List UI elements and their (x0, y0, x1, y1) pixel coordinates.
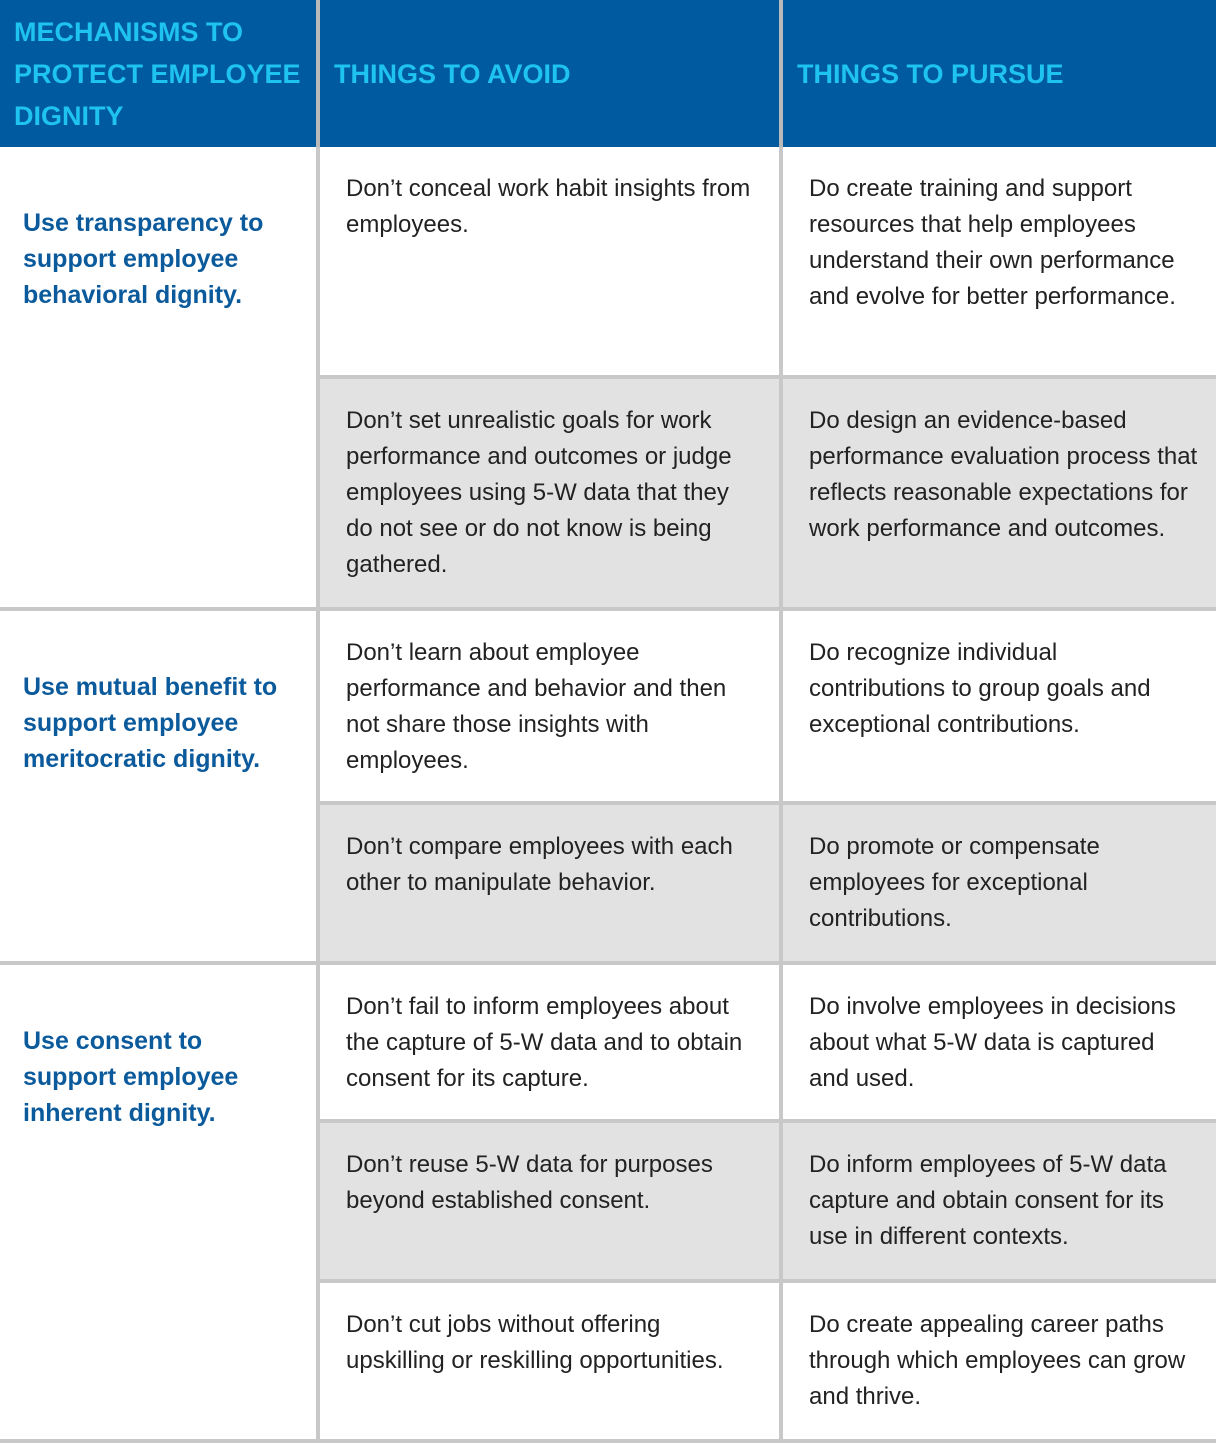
header-divider (316, 0, 320, 147)
mechanism-mutual-benefit: Use mutual benefit to support employee m… (0, 611, 316, 965)
avoid-cell: Don’t learn about employee performance a… (320, 611, 779, 805)
avoid-cell: Don’t compare employees with each other … (320, 805, 779, 965)
header-mechanisms: MECHANISMS TO PROTECT EMPLOYEE DIGNITY (0, 0, 316, 147)
pursue-cell: Do recognize individual contributions to… (783, 611, 1216, 805)
pursue-cell: Do inform employees of 5-W data capture … (783, 1123, 1216, 1283)
header-things-to-pursue: THINGS TO PURSUE (783, 0, 1216, 147)
mechanism-transparency: Use transparency to support employee beh… (0, 147, 316, 611)
pursue-cell: Do design an evidence-based performance … (783, 379, 1216, 611)
column-divider (316, 147, 320, 1443)
mechanism-consent: Use consent to support employee inherent… (0, 965, 316, 1443)
pursue-cell: Do promote or compensate employees for e… (783, 805, 1216, 965)
avoid-cell: Don’t conceal work habit insights from e… (320, 147, 779, 379)
avoid-cell: Don’t reuse 5-W data for purposes beyond… (320, 1123, 779, 1283)
pursue-cell: Do create training and support resources… (783, 147, 1216, 379)
avoid-cell: Don’t cut jobs without offering upskilli… (320, 1283, 779, 1443)
pursue-cell: Do create appealing career paths through… (783, 1283, 1216, 1443)
column-divider (779, 147, 783, 1443)
header-divider (779, 0, 783, 147)
pursue-cell: Do involve employees in decisions about … (783, 965, 1216, 1123)
avoid-cell: Don’t fail to inform employees about the… (320, 965, 779, 1123)
avoid-cell: Don’t set unrealistic goals for work per… (320, 379, 779, 611)
header-things-to-avoid: THINGS TO AVOID (320, 0, 779, 147)
